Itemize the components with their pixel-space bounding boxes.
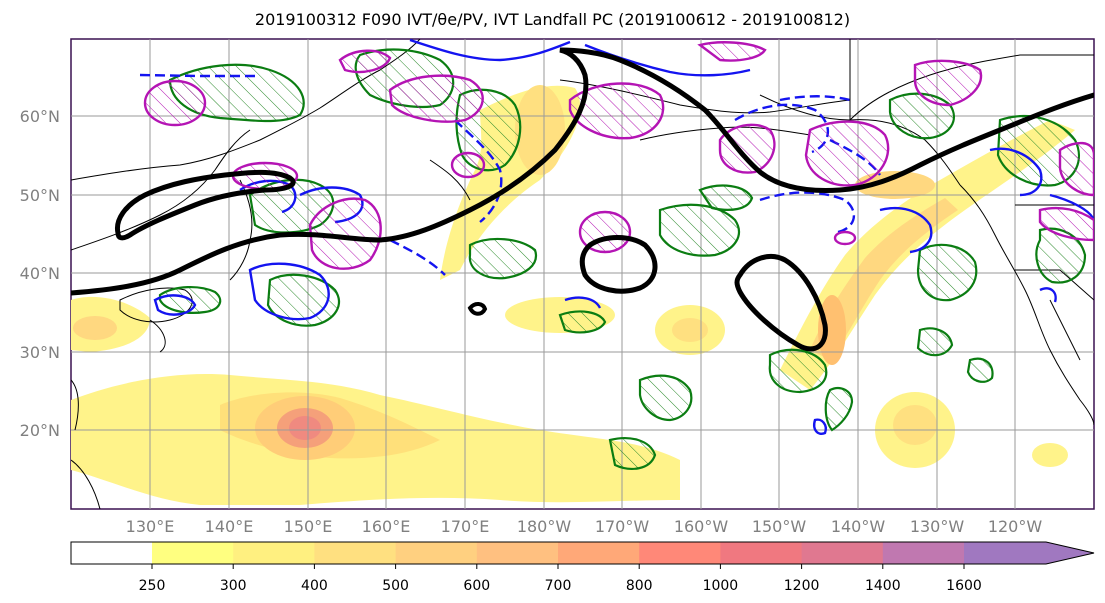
colorbar-segment [882, 542, 965, 564]
lon-label-120w: 120°W [988, 517, 1043, 536]
colorbar-segment [233, 542, 315, 564]
colorbar-segment [801, 542, 884, 564]
colorbar-tick-label: 1000 [703, 578, 739, 594]
colorbar-tick-label: 1400 [865, 578, 901, 594]
lat-label-20: 20°N [20, 421, 60, 440]
landfall-pc-contours [143, 41, 1094, 270]
colorbar-tick-label: 1600 [946, 578, 982, 594]
lon-label-150e: 150°E [284, 517, 333, 536]
colorbar-segment-below [71, 542, 152, 564]
colorbar-segment [964, 542, 1094, 564]
colorbar-segment [720, 542, 803, 564]
lon-label-180w: 180°W [517, 517, 572, 536]
colorbar: 250 300 400 500 600 700 800 1000 1200 1400 1600 [70, 541, 1095, 594]
colorbar-labels: 250 300 400 500 600 700 800 1000 1200 1400 1600 [139, 564, 982, 594]
colorbar-tick-label: 300 [220, 578, 247, 594]
colorbar-tick-label: 700 [545, 578, 572, 594]
longitude-axis: 130°E 140°E 150°E 160°E 170°E 180°W 170°… [126, 517, 1043, 536]
colorbar-segment [395, 542, 478, 564]
map-title: 2019100312 F090 IVT/θe/PV, IVT Landfall … [254, 10, 851, 29]
lon-label-130e: 130°E [126, 517, 175, 536]
colorbar-segment [152, 542, 234, 564]
lon-label-160w: 160°W [674, 517, 729, 536]
colorbar-tick-label: 600 [463, 578, 490, 594]
colorbar-tick-label: 400 [301, 578, 328, 594]
colorbar-tick-label: 250 [139, 578, 166, 594]
lon-label-140e: 140°E [205, 517, 254, 536]
black-contours [71, 47, 1094, 352]
colorbar-segment [639, 542, 721, 564]
lat-label-40: 40°N [20, 264, 60, 283]
lon-label-140w: 140°W [831, 517, 886, 536]
lat-label-30: 30°N [20, 343, 60, 362]
colorbar-segment [558, 542, 640, 564]
colorbar-segments [152, 542, 1094, 564]
colorbar-segment [476, 542, 559, 564]
colorbar-outline [70, 541, 1095, 565]
lat-label-50: 50°N [20, 186, 60, 205]
colorbar-tick-label: 1200 [784, 578, 820, 594]
lon-label-150w: 150°W [752, 517, 807, 536]
latitude-axis: 60°N 50°N 40°N 30°N 20°N [20, 107, 60, 440]
lat-label-60: 60°N [20, 107, 60, 126]
lon-label-170e: 170°E [441, 517, 490, 536]
colorbar-tick-label: 500 [382, 578, 409, 594]
lon-label-160e: 160°E [362, 517, 411, 536]
colorbar-segment [314, 542, 397, 564]
colorbar-tick-label: 800 [626, 578, 653, 594]
lon-label-170w: 170°W [595, 517, 650, 536]
lon-label-130w: 130°W [910, 517, 965, 536]
